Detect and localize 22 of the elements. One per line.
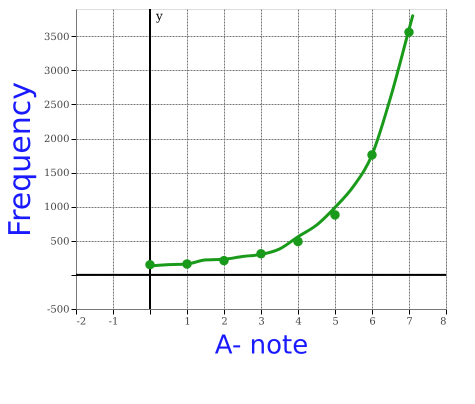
x-tick-label: 5	[332, 316, 339, 328]
x-tick-label: -1	[108, 316, 118, 328]
x-tick-label: 8	[440, 316, 446, 328]
y-tick-label: 500	[50, 236, 70, 248]
y-axis-title: Frequency	[3, 82, 38, 237]
y-tick-label: 2500	[44, 100, 70, 111]
y-tick-label: 3500	[44, 32, 70, 43]
x-tick-label: 1	[184, 316, 191, 328]
point	[330, 210, 340, 220]
x-tick-label: 3	[258, 316, 265, 328]
x-axis-title: A- note	[214, 330, 308, 360]
x-tick-label: 2	[221, 316, 228, 328]
y-tick-label: 1500	[44, 168, 70, 180]
x-tick-label: -2	[76, 316, 86, 328]
x-tick-label: 6	[369, 316, 376, 328]
x-tick-label: 4	[295, 316, 302, 328]
y-tick-label: -500	[47, 304, 70, 316]
y-tick-label: 3000	[44, 66, 70, 77]
y-tick-label: 2000	[44, 134, 70, 146]
y-tick-label: 1000	[44, 202, 70, 214]
annotation: y	[155, 9, 163, 23]
x-tick-label: 7	[406, 316, 413, 328]
